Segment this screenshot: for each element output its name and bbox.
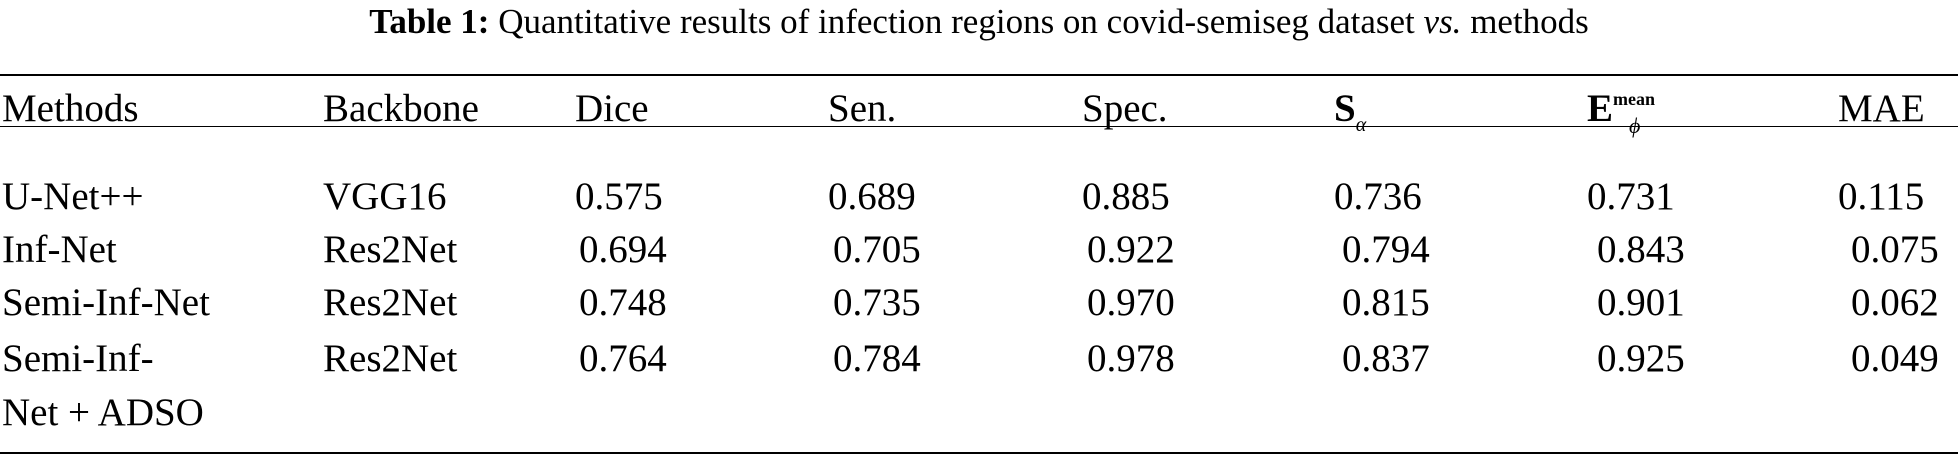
s-alpha-sub: α bbox=[1355, 114, 1367, 136]
header-spec: Spec. bbox=[1082, 87, 1168, 130]
row-1-spec: 0.885 bbox=[1082, 175, 1170, 218]
row-1-s-alpha: 0.736 bbox=[1334, 175, 1422, 218]
row-4-backbone: Res2Net bbox=[323, 337, 458, 380]
row-1-e-phi-mean: 0.731 bbox=[1587, 175, 1675, 218]
row-4-method-line-1: Semi-Inf- bbox=[2, 337, 154, 380]
caption-text-before: Quantitative results of infection region… bbox=[498, 2, 1415, 41]
e-phi-sub: ϕ bbox=[1629, 113, 1640, 138]
row-4-e-phi-mean: 0.925 bbox=[1597, 337, 1685, 380]
row-2-method: Inf-Net bbox=[2, 228, 117, 271]
row-1-mae: 0.115 bbox=[1838, 175, 1925, 218]
caption-text-after: methods bbox=[1470, 2, 1589, 41]
row-3-backbone: Res2Net bbox=[323, 281, 458, 324]
s-alpha-base: S bbox=[1334, 87, 1356, 130]
row-2-s-alpha: 0.794 bbox=[1342, 228, 1430, 271]
row-3-dice: 0.748 bbox=[579, 281, 667, 324]
row-2-dice: 0.694 bbox=[579, 228, 667, 271]
header-e-phi-mean: Emean ϕ bbox=[1587, 86, 1666, 138]
row-2-spec: 0.922 bbox=[1087, 228, 1175, 271]
header-mae: MAE bbox=[1838, 87, 1925, 130]
row-4-sen: 0.784 bbox=[833, 337, 921, 380]
row-2-e-phi-mean: 0.843 bbox=[1597, 228, 1685, 271]
header-sen: Sen. bbox=[828, 87, 897, 130]
row-4-dice: 0.764 bbox=[579, 337, 667, 380]
row-3-mae: 0.062 bbox=[1851, 281, 1939, 324]
row-4-s-alpha: 0.837 bbox=[1342, 337, 1430, 380]
table-top-rule bbox=[0, 74, 1958, 76]
row-2-backbone: Res2Net bbox=[323, 228, 458, 271]
row-3-e-phi-mean: 0.901 bbox=[1597, 281, 1685, 324]
row-3-sen: 0.735 bbox=[833, 281, 921, 324]
table-bottom-rule bbox=[0, 452, 1958, 454]
header-dice: Dice bbox=[575, 87, 649, 130]
table-caption: Table 1: Quantitative results of infecti… bbox=[0, 0, 1958, 48]
table-header-rule bbox=[0, 126, 1958, 127]
row-1-dice: 0.575 bbox=[575, 175, 663, 218]
e-phi-base: E bbox=[1587, 87, 1614, 130]
caption-label: Table 1: bbox=[369, 2, 490, 41]
row-4-spec: 0.978 bbox=[1087, 337, 1175, 380]
header-s-alpha: Sα bbox=[1334, 86, 1366, 138]
row-4-method-line-2: Net + ADSO bbox=[2, 391, 204, 434]
header-backbone: Backbone bbox=[323, 87, 479, 130]
row-2-mae: 0.075 bbox=[1851, 228, 1939, 271]
e-phi-sup: mean bbox=[1613, 89, 1656, 109]
row-4-mae: 0.049 bbox=[1851, 337, 1939, 380]
row-3-spec: 0.970 bbox=[1087, 281, 1175, 324]
header-methods: Methods bbox=[2, 87, 139, 130]
row-1-method: U-Net++ bbox=[2, 175, 144, 218]
row-1-backbone: VGG16 bbox=[323, 175, 447, 218]
row-1-sen: 0.689 bbox=[828, 175, 916, 218]
caption-vs: vs. bbox=[1423, 2, 1462, 41]
row-2-sen: 0.705 bbox=[833, 228, 921, 271]
row-3-method: Semi-Inf-Net bbox=[2, 281, 210, 324]
row-3-s-alpha: 0.815 bbox=[1342, 281, 1430, 324]
